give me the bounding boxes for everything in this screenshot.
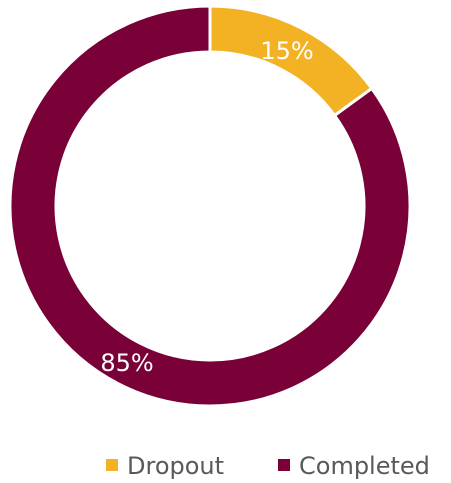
slices-group: [8, 4, 412, 408]
slice-labels-group: 15% 85%: [100, 37, 313, 377]
legend-label-completed: Completed: [299, 452, 430, 480]
slice-label-dropout: 15%: [260, 37, 313, 65]
legend-label-dropout: Dropout: [127, 452, 224, 480]
legend: Dropout Completed: [106, 452, 430, 480]
legend-swatch-completed: [278, 459, 290, 471]
legend-swatch-dropout: [106, 459, 118, 471]
slice-completed: [8, 4, 412, 408]
slice-label-completed: 85%: [100, 349, 153, 377]
